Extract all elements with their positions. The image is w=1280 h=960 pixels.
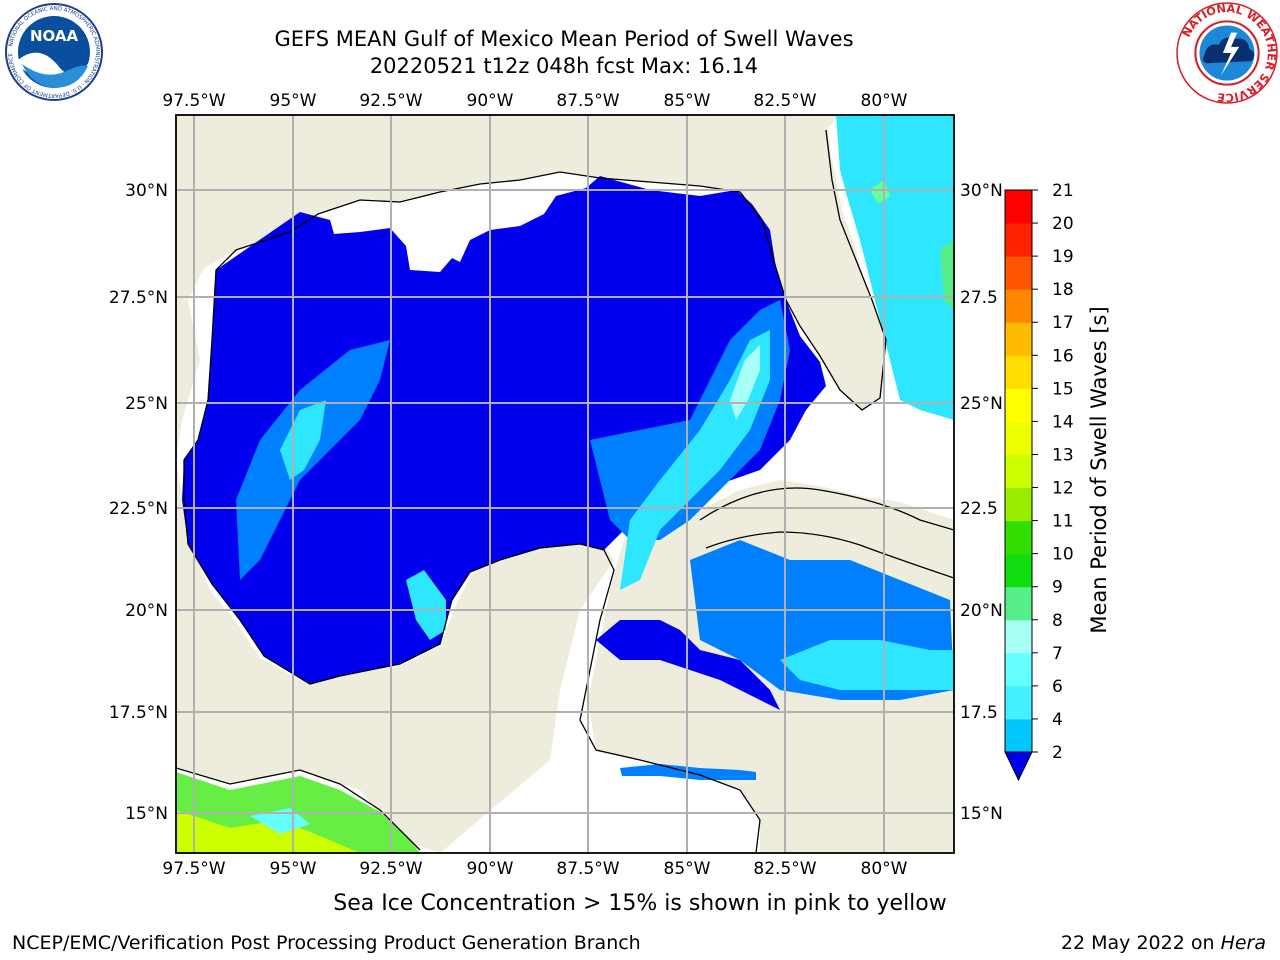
lat-label-left: 22.5°N [109, 499, 168, 519]
colorbar-tick-label: 14 [1052, 412, 1074, 432]
colorbar-tick-label: 13 [1052, 445, 1074, 465]
lat-label-left: 20°N [125, 601, 168, 621]
colorbar-segment [1005, 454, 1032, 489]
lon-label-top: 87.5°W [556, 91, 619, 111]
colorbar-tick-label: 4 [1052, 710, 1063, 730]
colorbar: 2 4 6 7 8 9 10 11 12 13 14 15 16 17 18 19 20 21 [1004, 181, 1074, 782]
credit-text: NCEP/EMC/Verification Post Processing Pr… [12, 932, 641, 954]
lat-label-right: 27.5 [960, 288, 998, 308]
lon-label-top: 90°W [467, 91, 514, 111]
noaa-logo-text: NOAA [30, 27, 79, 45]
colorbar-segment [1005, 289, 1032, 323]
map-frame [175, 114, 955, 854]
colorbar-tick-label: 7 [1052, 644, 1063, 664]
lat-label-left: 27.5°N [109, 288, 168, 308]
colorbar-label: Mean Period of Swell Waves [s] [1087, 306, 1111, 633]
noaa-logo: NOAA NATIONAL OCEANIC AND ATMOSPHERIC AD… [5, 3, 103, 101]
lat-label-right: 25°N [960, 394, 1003, 414]
lon-label-bottom: 82.5°W [753, 859, 816, 879]
land-florida [762, 115, 884, 400]
lon-label-bottom: 80°W [861, 859, 908, 879]
swell-field-6s [280, 400, 326, 480]
lon-label-top: 92.5°W [359, 91, 422, 111]
date-prefix: 22 May 2022 on [1060, 932, 1221, 954]
colorbar-tick-label: 16 [1052, 346, 1074, 366]
graticule [176, 115, 954, 853]
lon-label-bottom: 90°W [467, 859, 514, 879]
lon-label-bottom: 92.5°W [359, 859, 422, 879]
pacific-field-yellow [176, 810, 360, 853]
swell-field-6s-caribbean [780, 640, 954, 690]
colorbar-segment [1005, 322, 1032, 356]
lat-label-right: 15°N [960, 804, 1003, 824]
colorbar-segment [1005, 718, 1032, 753]
coastline-cuba [699, 487, 954, 579]
colorbar-tick-label: 8 [1052, 611, 1063, 631]
colorbar-segment [1005, 619, 1032, 654]
swell-field-bay-campeche [406, 570, 446, 640]
lon-label-top: 95°W [270, 91, 317, 111]
lon-label-bottom: 97.5°W [162, 859, 225, 879]
lat-label-right: 20°N [960, 601, 1003, 621]
coastline-mexico [183, 499, 761, 853]
colorbar-tick-label: 17 [1052, 313, 1074, 333]
colorbar-segment [1005, 355, 1032, 389]
sea-ice-note: Sea Ice Concentration > 15% is shown in … [333, 891, 947, 916]
chart-title: GEFS MEAN Gulf of Mexico Mean Period of … [274, 27, 854, 51]
nws-logo: NATIONAL WEATHER SERVICE [1176, 2, 1278, 104]
colorbar-segment [1005, 487, 1032, 522]
lon-label-top: 80°W [861, 91, 908, 111]
pacific-field-cyan [250, 808, 310, 834]
lat-label-left: 15°N [125, 804, 168, 824]
lat-label-left: 17.5°N [109, 703, 168, 723]
colorbar-segment [1005, 421, 1032, 455]
colorbar-tick-label: 18 [1052, 280, 1074, 300]
colorbar-segment [1005, 553, 1032, 588]
colorbar-segment [1005, 190, 1032, 224]
lon-label-top: 82.5°W [753, 91, 816, 111]
swell-field-atlantic-10s [940, 240, 954, 310]
lon-label-bottom: 95°W [270, 859, 317, 879]
colorbar-segment [1005, 586, 1032, 621]
colorbar-segment [1005, 520, 1032, 555]
colorbar-tick-label: 12 [1052, 479, 1074, 499]
colorbar-segment [1005, 388, 1032, 422]
lat-label-right: 22.5 [960, 499, 998, 519]
swell-field-8s-east [730, 345, 760, 420]
colorbar-segment [1005, 256, 1032, 290]
machine-name: Hera [1220, 932, 1266, 954]
colorbar-segment [1005, 652, 1032, 687]
chart-subtitle: 20220521 t12z 048h fcst Max: 16.14 [369, 54, 759, 78]
colorbar-tick-label: 10 [1052, 545, 1074, 565]
lat-label-left: 25°N [125, 394, 168, 414]
colorbar-tick-label: 6 [1052, 677, 1063, 697]
colorbar-segment [1005, 223, 1032, 257]
lon-label-bottom: 87.5°W [556, 859, 619, 879]
colorbar-extend-triangle [1004, 751, 1033, 782]
lon-label-top: 85°W [664, 91, 711, 111]
swell-field-4s [236, 340, 390, 580]
swell-field-2s [182, 176, 826, 684]
lat-label-right: 30°N [960, 181, 1003, 201]
date-text: 22 May 2022 on Hera [1061, 932, 1266, 954]
colorbar-tick-label: 2 [1052, 743, 1063, 763]
lon-label-bottom: 85°W [664, 859, 711, 879]
colorbar-segment [1005, 685, 1032, 720]
colorbar-tick-label: 15 [1052, 379, 1074, 399]
swell-field-atlantic [836, 115, 954, 420]
colorbar-tick-label: 11 [1052, 512, 1074, 532]
lat-label-left: 30°N [125, 181, 168, 201]
colorbar-tick-label: 20 [1052, 214, 1074, 234]
colorbar-tick-label: 21 [1052, 181, 1074, 201]
colorbar-tick-label: 9 [1052, 578, 1063, 598]
colorbar-tick-label: 19 [1052, 247, 1074, 267]
colorbar-frame [1004, 189, 1033, 753]
lon-label-top: 97.5°W [162, 91, 225, 111]
lat-label-right: 17.5 [960, 703, 998, 723]
coastline-pacific [176, 767, 421, 851]
